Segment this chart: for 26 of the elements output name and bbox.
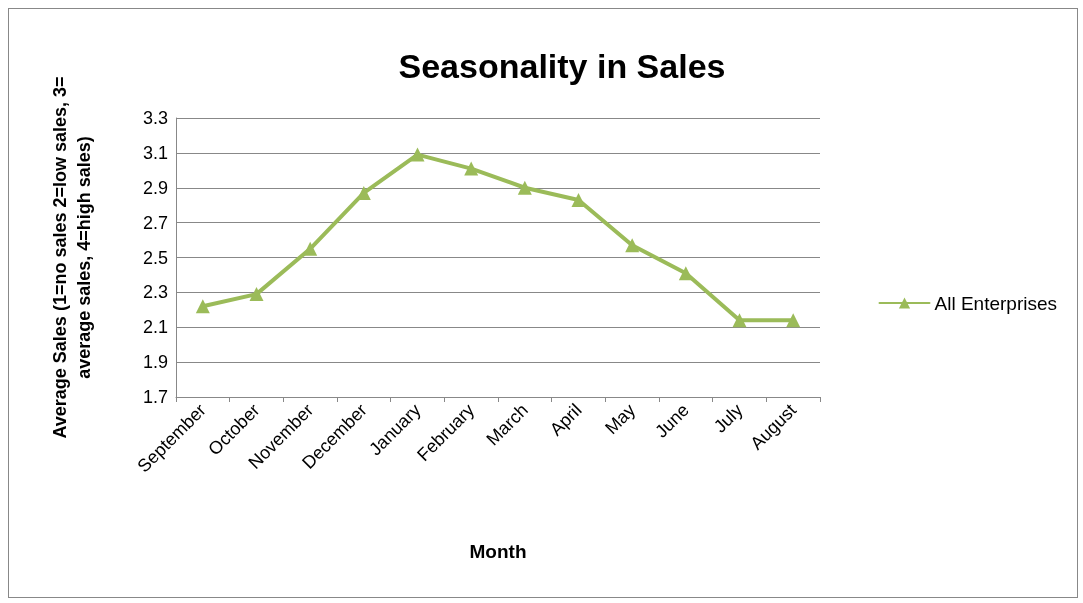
y-tick-label: 3.1 <box>142 142 168 163</box>
point <box>249 287 264 302</box>
point <box>195 299 210 314</box>
y-tick-label: 2.9 <box>142 177 168 198</box>
point <box>464 161 479 176</box>
y-tick-label: 1.7 <box>142 387 168 407</box>
y-tick-label: 2.3 <box>142 282 168 303</box>
x-axis-title: Month <box>469 541 527 562</box>
x-tick-label: July <box>709 399 747 437</box>
point <box>571 192 586 207</box>
point <box>625 238 640 253</box>
y-tick-label: 2.7 <box>142 212 168 233</box>
point <box>517 180 532 195</box>
y-tick-label: 2.1 <box>142 317 168 338</box>
y-axis-title: Average Sales (1=no sales 2=low sales, 3= average sales, 4=high sales) <box>50 76 94 439</box>
point <box>678 266 693 281</box>
y-tick-label: 3.3 <box>142 108 168 128</box>
point <box>303 241 318 256</box>
legend-label: All Enterprises <box>934 292 1058 314</box>
y-tick-label: 2.5 <box>142 247 168 268</box>
chart-title: Seasonality in Sales <box>398 47 726 85</box>
point <box>410 147 425 162</box>
y-tick-label: 1.9 <box>142 352 168 373</box>
point <box>732 313 747 328</box>
x-tick-label: May <box>601 399 640 439</box>
point <box>786 313 801 328</box>
